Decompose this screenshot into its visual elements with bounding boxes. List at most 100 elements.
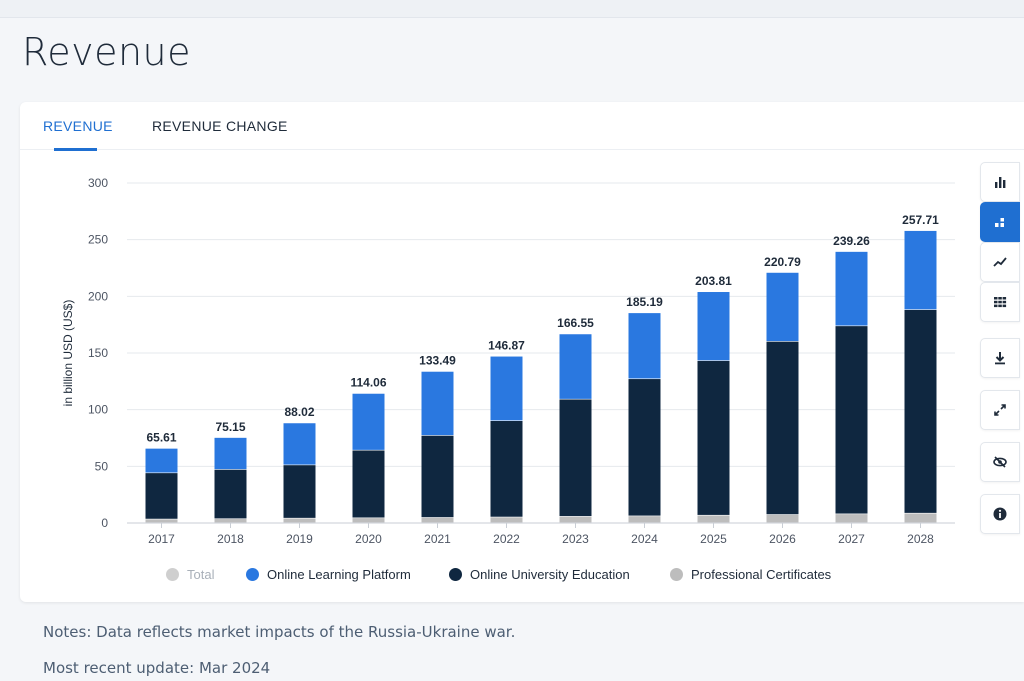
bar-segment [352, 518, 385, 523]
hide-icon [993, 456, 1007, 468]
legend-swatch-online-learning-platform [246, 568, 259, 581]
legend-item-online-learning-platform[interactable]: Online Learning Platform [246, 567, 411, 582]
bar-segment [835, 326, 868, 514]
bar-segment [628, 516, 661, 523]
y-tick-label: 0 [101, 516, 108, 530]
bar-chart-button[interactable] [980, 162, 1020, 202]
bar-segment [214, 437, 247, 470]
bar-chart-icon [995, 177, 1006, 188]
y-tick-label: 300 [88, 176, 108, 190]
legend-swatch-total [166, 568, 179, 581]
bar-segment [628, 313, 661, 379]
x-tick-label: 2027 [838, 532, 865, 546]
legend-label: Total [187, 567, 215, 582]
download-icon [995, 352, 1005, 365]
bar-segment [352, 393, 385, 450]
stacked-bar-icon [995, 218, 1004, 227]
tab-revenue-change[interactable]: REVENUE CHANGE [152, 118, 288, 134]
total-data-label: 88.02 [284, 405, 314, 419]
bar-segment [214, 519, 247, 523]
legend-item-professional-certificates[interactable]: Professional Certificates [670, 567, 831, 582]
total-data-label: 203.81 [695, 274, 732, 288]
tab-revenue[interactable]: REVENUE [43, 118, 113, 134]
bar-segment [628, 379, 661, 516]
bar-segment [421, 517, 454, 523]
total-data-label: 133.49 [419, 354, 456, 368]
x-tick-label: 2020 [355, 532, 382, 546]
bar-segment [697, 292, 730, 361]
total-data-label: 239.26 [833, 234, 870, 248]
total-data-label: 65.61 [146, 431, 176, 445]
total-data-label: 146.87 [488, 339, 525, 353]
top-strip [0, 0, 1024, 18]
table-icon [994, 297, 1007, 308]
info-icon [993, 507, 1007, 521]
legend-swatch-online-university-education [449, 568, 462, 581]
bar-segment [697, 515, 730, 523]
x-tick-label: 2021 [424, 532, 451, 546]
total-data-label: 257.71 [902, 213, 939, 227]
total-data-label: 75.15 [215, 420, 245, 434]
hide-button[interactable] [980, 442, 1020, 482]
bar-segment [490, 356, 523, 421]
x-tick-label: 2017 [148, 532, 175, 546]
y-tick-label: 50 [95, 459, 109, 473]
bar-segment [904, 309, 937, 513]
download-button[interactable] [980, 338, 1020, 378]
y-tick-label: 150 [88, 346, 108, 360]
bar-segment [490, 517, 523, 523]
bar-segment [214, 469, 247, 519]
bar-segment [835, 514, 868, 523]
bar-segment [352, 450, 385, 518]
bar-segment [766, 514, 799, 523]
page-title: Revenue [22, 30, 191, 74]
bar-segment [421, 371, 454, 436]
y-tick-label: 200 [88, 289, 108, 303]
legend-label: Online Learning Platform [267, 567, 411, 582]
chart-legend: Total Online Learning Platform Online Un… [20, 567, 1020, 587]
bar-segment [766, 272, 799, 342]
legend-swatch-professional-certificates [670, 568, 683, 581]
total-data-label: 166.55 [557, 316, 594, 330]
bar-segment [145, 448, 178, 473]
legend-item-total[interactable]: Total [166, 567, 214, 582]
fullscreen-button[interactable] [980, 390, 1020, 430]
x-tick-label: 2025 [700, 532, 727, 546]
y-tick-label: 250 [88, 233, 108, 247]
bar-segment [904, 513, 937, 523]
update-text: Most recent update: Mar 2024 [43, 659, 271, 677]
bar-segment [283, 518, 316, 523]
x-tick-label: 2028 [907, 532, 934, 546]
bar-segment [145, 519, 178, 523]
bar-segment [490, 421, 523, 517]
tab-bar: REVENUE REVENUE CHANGE [20, 102, 1024, 151]
bar-segment [766, 341, 799, 515]
total-data-label: 220.79 [764, 255, 801, 269]
stacked-bar-button[interactable] [980, 202, 1020, 242]
bar-segment [145, 473, 178, 519]
bar-segment [559, 399, 592, 517]
bar-segment [421, 435, 454, 518]
x-tick-label: 2023 [562, 532, 589, 546]
bar-segment [559, 334, 592, 399]
line-chart-button[interactable] [980, 242, 1020, 282]
info-button[interactable] [980, 494, 1020, 534]
x-tick-label: 2022 [493, 532, 520, 546]
legend-item-online-university-education[interactable]: Online University Education [449, 567, 630, 582]
y-axis-label: in billion USD (US$) [61, 300, 75, 407]
x-tick-label: 2019 [286, 532, 313, 546]
bar-segment [697, 360, 730, 515]
bar-segment [283, 465, 316, 518]
bar-segment [559, 516, 592, 523]
table-button[interactable] [980, 282, 1020, 322]
x-tick-label: 2018 [217, 532, 244, 546]
line-chart-icon [993, 257, 1007, 267]
x-tick-label: 2024 [631, 532, 658, 546]
bar-segment [283, 423, 316, 465]
notes-text: Notes: Data reflects market impacts of t… [43, 623, 516, 641]
bar-segment [835, 251, 868, 326]
legend-label: Online University Education [470, 567, 630, 582]
y-tick-label: 100 [88, 403, 108, 417]
legend-label: Professional Certificates [691, 567, 832, 582]
